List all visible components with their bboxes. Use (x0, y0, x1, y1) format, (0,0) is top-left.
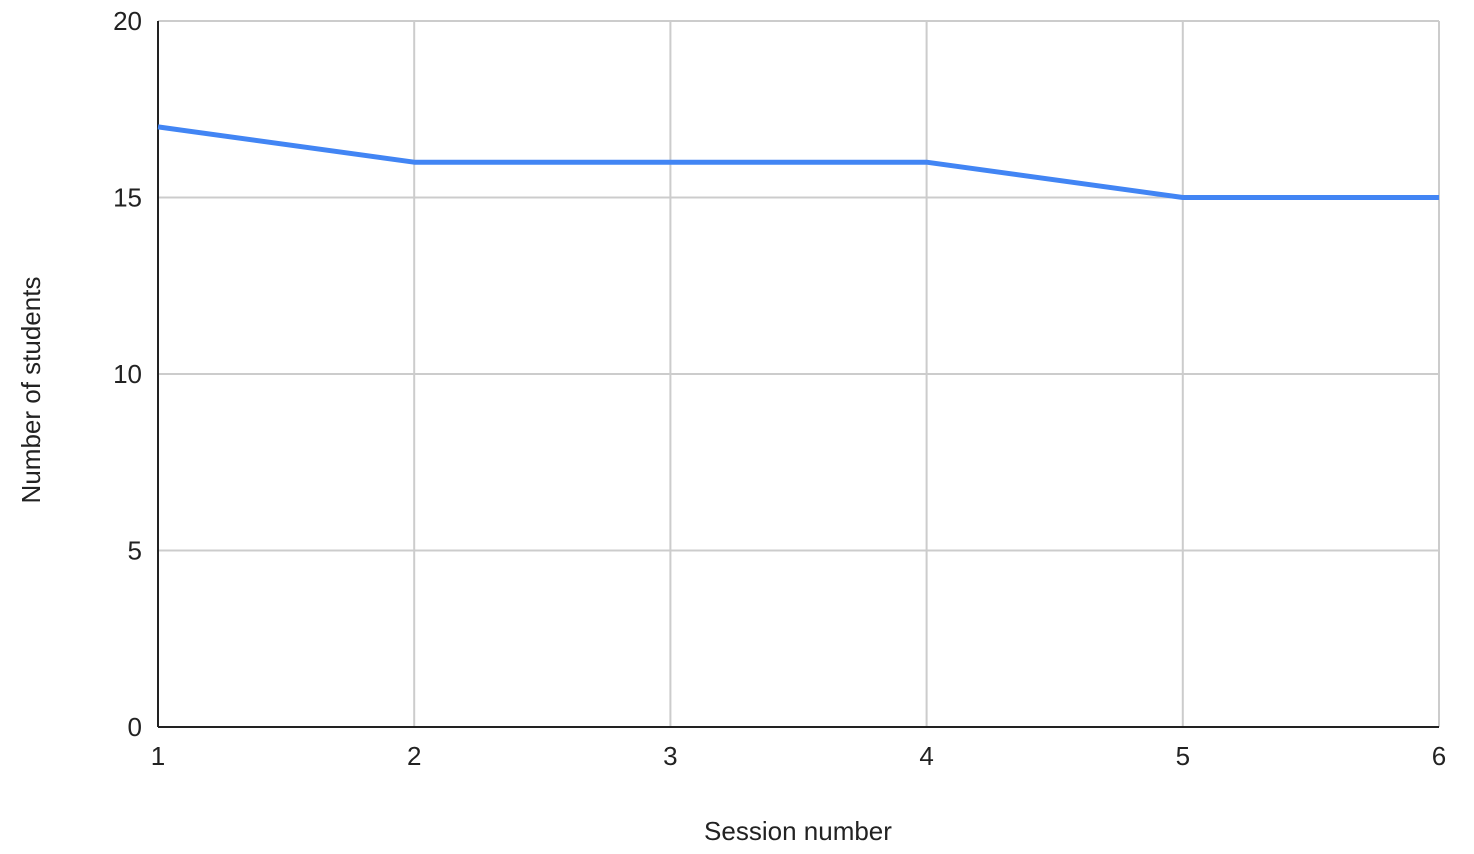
tick-layer: 0 5 10 15 20 1 2 3 4 5 6 (113, 6, 1446, 771)
y-tick-label: 10 (113, 359, 142, 389)
y-tick-label: 5 (128, 536, 142, 566)
y-axis-title: Number of students (16, 277, 46, 504)
x-tick-label: 4 (919, 741, 933, 771)
series-line (157, 124, 1439, 200)
x-tick-label: 3 (663, 741, 677, 771)
y-tick-label: 15 (113, 183, 142, 213)
x-axis-title: Session number (704, 816, 892, 846)
y-tick-label: 20 (113, 6, 142, 36)
axis-layer (157, 21, 1439, 728)
x-tick-label: 2 (407, 741, 421, 771)
series-layer (157, 124, 1439, 200)
y-tick-label: 0 (128, 712, 142, 742)
grid-layer (158, 20, 1440, 727)
x-tick-label: 5 (1176, 741, 1190, 771)
x-tick-label: 1 (151, 741, 165, 771)
x-tick-label: 6 (1432, 741, 1446, 771)
